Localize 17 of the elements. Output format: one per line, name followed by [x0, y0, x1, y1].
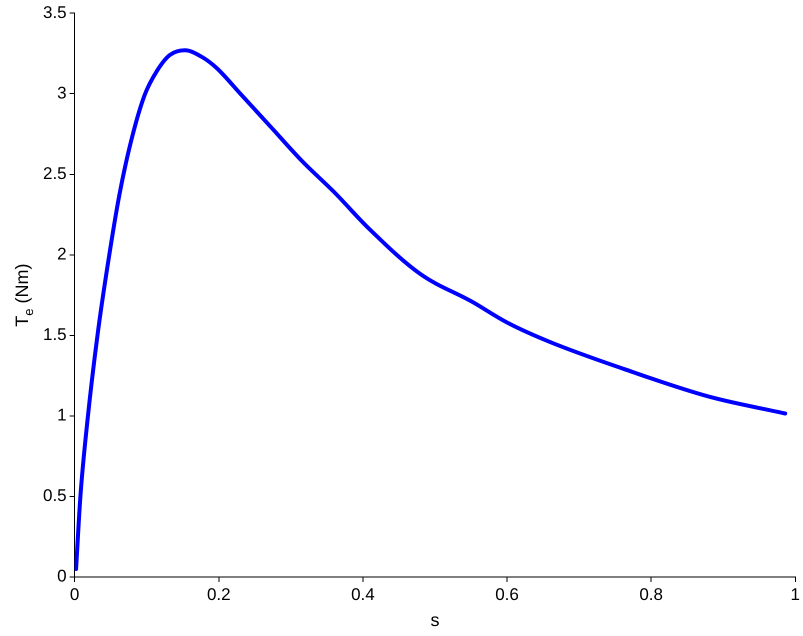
y-tick-label: 1 — [57, 406, 67, 425]
y-axis-title: Te (Nm) — [12, 263, 36, 327]
x-tick-label: 0.6 — [495, 584, 519, 604]
y-tick-label: 2 — [57, 244, 67, 264]
x-tick-label: 0.8 — [639, 584, 663, 604]
x-axis-title: s — [430, 610, 440, 630]
y-tick-label: 3 — [57, 83, 67, 102]
x-tick-label: 0 — [70, 584, 80, 604]
x-tick-label: 0.2 — [206, 584, 231, 604]
line-series — [74, 48, 788, 571]
y-tick-label: 2.5 — [42, 164, 67, 183]
y-tick-label: 1.5 — [42, 325, 67, 344]
y-tick-label: 0 — [57, 566, 67, 586]
x-tick-label: 1 — [790, 584, 800, 604]
y-tick-label: 3.5 — [42, 2, 67, 22]
x-tick-label: 0.4 — [351, 584, 375, 604]
y-tick-label: 0.5 — [42, 486, 67, 506]
